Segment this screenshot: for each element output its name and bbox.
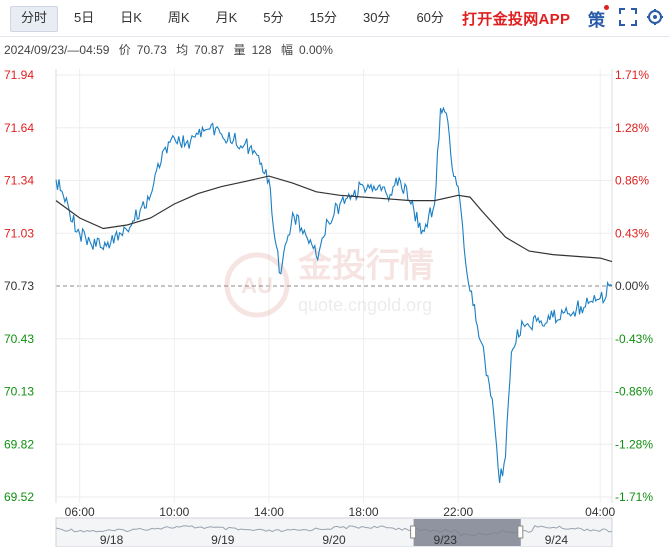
navigator-handle-left[interactable] — [410, 525, 417, 539]
navigator-date-label: 9/23 — [434, 533, 458, 547]
info-datetime: 2024/09/23/—04:59 — [4, 43, 110, 57]
x-tick-label: 06:00 — [65, 505, 95, 519]
info-change: 0.00% — [298, 43, 333, 57]
tab-3[interactable]: 周K — [167, 10, 190, 25]
quote-info-line: 2024/09/23/—04:59 价 70.73 均 70.87 量 128 幅 0.… — [4, 41, 339, 58]
tab-0[interactable]: 分时 — [10, 6, 59, 32]
pct-tick-label: 0.00% — [615, 279, 649, 293]
chart-grid — [55, 69, 613, 503]
y-tick-label: 69.52 — [4, 490, 34, 504]
watermark-logo — [224, 252, 290, 318]
price-axis: 71.94 71.64 71.34 71.03 70.73 70.43 70.13 69.82… — [4, 68, 34, 504]
notification-dot — [604, 5, 609, 10]
pct-tick-label: 1.28% — [615, 121, 649, 135]
info-price-label: 价 — [118, 43, 131, 57]
tab-1[interactable]: 5日 — [74, 10, 95, 25]
y-tick-label: 69.82 — [4, 437, 34, 451]
x-tick-label: 18:00 — [349, 505, 379, 519]
navigator-handle-right[interactable] — [517, 525, 524, 539]
navigator-date-label: 9/19 — [211, 533, 235, 547]
navigator-date-label: 9/20 — [322, 533, 346, 547]
open-app-link[interactable]: 打开金投网APP — [462, 11, 571, 28]
x-tick-label: 10:00 — [159, 505, 189, 519]
fullscreen-icon[interactable] — [619, 8, 637, 26]
period-tabs: 分时 5日 日K 周K 月K 5分 15分 30分 60分 — [10, 6, 460, 32]
watermark-url: quote.cngold.org — [298, 295, 432, 315]
pct-tick-label: -1.71% — [615, 490, 653, 504]
x-tick-label: 14:00 — [254, 505, 284, 519]
y-tick-label: 71.03 — [4, 226, 34, 240]
series-lines — [55, 106, 613, 484]
avg-series-line — [55, 175, 613, 263]
gear-icon[interactable] — [646, 8, 664, 26]
tab-8[interactable]: 60分 — [416, 10, 444, 25]
pct-tick-label: 0.86% — [615, 174, 649, 188]
y-tick-label: 70.43 — [4, 332, 34, 346]
toolbar: 分时 5日 日K 周K 月K 5分 15分 30分 60分 打开金投网APP 策 — [0, 0, 670, 37]
info-price: 70.73 — [136, 43, 167, 57]
price-series-line — [55, 106, 613, 484]
info-avg-label: 均 — [176, 43, 189, 57]
watermark: AU 金投行情 quote.cngold.org — [224, 246, 434, 318]
info-volume: 128 — [251, 43, 272, 57]
y-tick-label: 71.94 — [4, 68, 34, 82]
navigator-date-label: 9/24 — [545, 533, 569, 547]
time-axis: 06:00 10:00 14:00 18:00 22:00 04:00 — [65, 505, 616, 519]
info-volume-label: 量 — [233, 43, 246, 57]
navigator-selection[interactable] — [413, 519, 521, 546]
navigator-bar: 9/18 9/19 9/20 9/23 9/24 — [55, 517, 613, 547]
info-avg: 70.87 — [194, 43, 225, 57]
x-tick-label: 04:00 — [585, 505, 615, 519]
tab-5[interactable]: 5分 — [263, 10, 284, 25]
watermark-brand: 金投行情 — [297, 246, 434, 285]
pct-tick-label: -0.86% — [615, 385, 653, 399]
navigator-date-label: 9/18 — [100, 533, 124, 547]
y-tick-label: 71.64 — [4, 121, 34, 135]
watermark-logo-text: AU — [241, 273, 273, 298]
pct-tick-label: 1.71% — [615, 68, 649, 82]
tab-6[interactable]: 15分 — [309, 10, 337, 25]
y-tick-label: 70.13 — [4, 385, 34, 399]
info-change-label: 幅 — [280, 43, 293, 57]
y-tick-label: 70.73 — [4, 279, 34, 293]
pct-tick-label: -0.43% — [615, 332, 653, 346]
x-tick-label: 22:00 — [443, 505, 473, 519]
tab-2[interactable]: 日K — [120, 10, 142, 25]
percent-axis: 1.71% 1.28% 0.86% 0.43% 0.00% -0.43% -0.86% -1.… — [615, 68, 653, 504]
policy-button[interactable]: 策 — [588, 11, 605, 30]
y-tick-label: 71.34 — [4, 174, 34, 188]
tab-4[interactable]: 月K — [215, 10, 238, 25]
pct-tick-label: 0.43% — [615, 226, 649, 240]
pct-tick-label: -1.28% — [615, 437, 653, 451]
tab-7[interactable]: 30分 — [362, 10, 391, 25]
